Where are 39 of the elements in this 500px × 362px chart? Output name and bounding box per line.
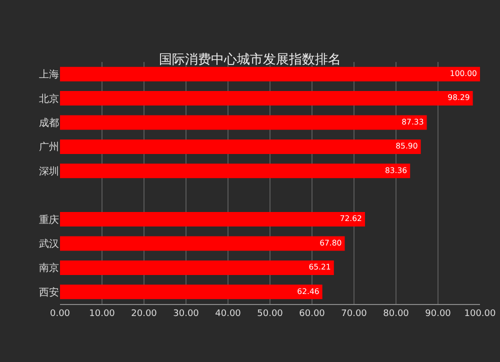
bar: [60, 115, 427, 130]
x-tick-label: 70.00: [341, 308, 368, 319]
bar: [60, 236, 345, 251]
bar: [60, 212, 365, 227]
data-label: 87.33: [402, 117, 424, 126]
y-tick-label: 深圳: [39, 165, 59, 178]
bar: [60, 260, 334, 275]
y-tick-label: 广州: [39, 141, 59, 154]
bar: [60, 284, 322, 300]
data-label: 67.80: [320, 238, 342, 248]
x-tick-label: 50.00: [257, 308, 284, 319]
x-tick-label: 10.00: [89, 308, 116, 319]
bar: [60, 91, 473, 106]
y-tick-label: 重庆: [39, 214, 59, 226]
x-tick-label: 100.00: [464, 308, 496, 319]
x-tick-label: 40.00: [215, 308, 242, 319]
y-tick-label: 北京: [39, 92, 59, 105]
chart-title: 国际消费中心城市发展指数排名: [159, 51, 341, 68]
data-label: 65.21: [308, 262, 331, 272]
data-label: 98.29: [448, 93, 470, 102]
y-tick-label: 南京: [39, 262, 59, 274]
x-tick-label: 90.00: [425, 308, 452, 319]
x-tick-label: 30.00: [173, 308, 200, 319]
x-tick-label: 20.00: [131, 308, 158, 319]
data-label: 62.46: [297, 286, 320, 296]
y-tick-label: 西安: [39, 286, 59, 298]
y-tick-label: 上海: [39, 68, 59, 81]
y-tick-label: 成都: [39, 117, 59, 129]
x-tick-label: 60.00: [299, 308, 326, 319]
bar: [60, 164, 410, 178]
data-label: 83.36: [384, 166, 408, 175]
x-tick-label: 0.00: [50, 308, 70, 319]
data-label: 85.90: [396, 142, 418, 151]
data-label: 72.62: [340, 214, 362, 224]
x-tick-label: 80.00: [383, 308, 410, 319]
bar: [60, 66, 480, 82]
bar: [60, 139, 421, 154]
data-label: 100.00: [450, 69, 478, 78]
y-tick-label: 武汉: [39, 238, 59, 250]
